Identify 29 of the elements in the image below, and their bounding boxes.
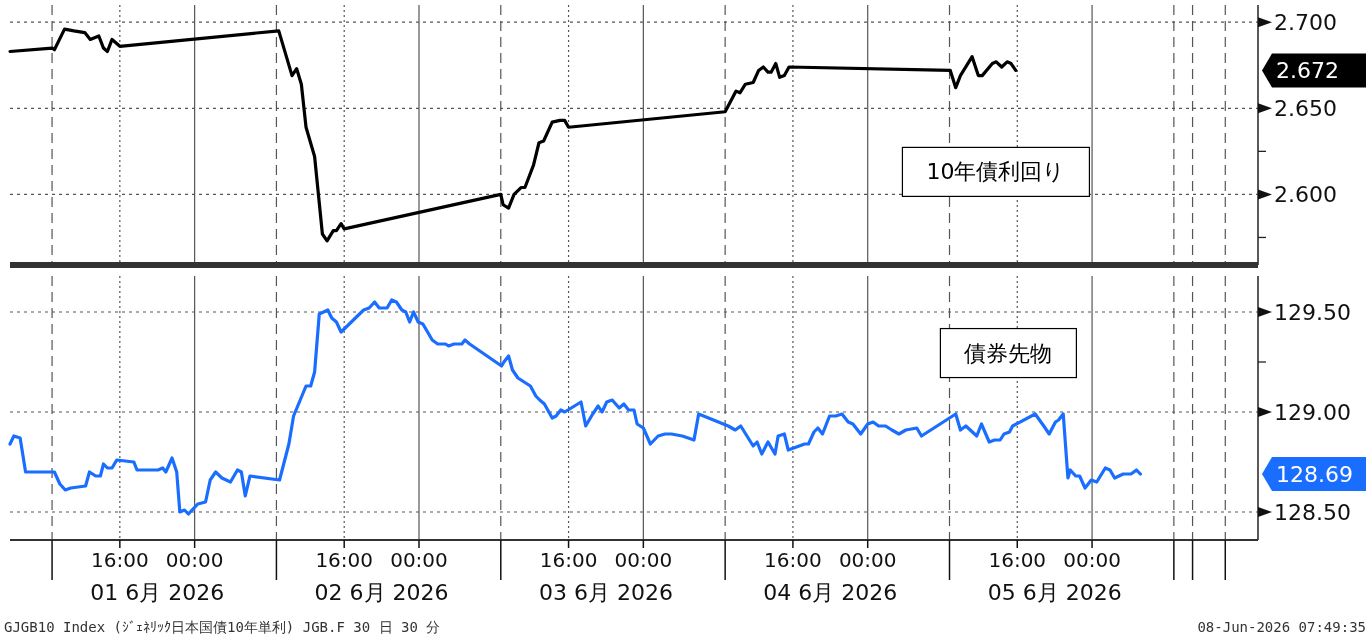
- y-tick-label: 128.50: [1274, 500, 1351, 525]
- x2-tick-label: 01 6月 2026: [90, 580, 225, 605]
- line-series: [8, 27, 1018, 243]
- x-tick-label: 00:00: [165, 548, 224, 572]
- x-tick-label: 00:00: [614, 548, 673, 572]
- line-series: [8, 298, 1142, 516]
- x2-tick-label: 02 6月 2026: [314, 580, 449, 605]
- text: 128.69: [1276, 462, 1353, 487]
- x2-tick-label: 05 6月 2026: [987, 580, 1122, 605]
- y-tick-label: 2.600: [1274, 182, 1337, 208]
- x-tick-label: 16:00: [764, 548, 822, 572]
- x2-tick-label: 03 6月 2026: [538, 580, 673, 605]
- x-tick-label: 16:00: [315, 548, 374, 572]
- text: 2.672: [1276, 58, 1339, 84]
- x-tick-label: 00:00: [390, 548, 448, 572]
- text: GJGB10 Index (ｼﾞｪﾈﾘｯｸ日本国債10年単利) JGB.F 30 日 30 分: [4, 619, 441, 635]
- y-tick-label: 129.00: [1274, 400, 1351, 425]
- text: 08-Jun-2026 07:49:35: [1197, 619, 1366, 635]
- x2-tick-label: 04 6月 2026: [763, 580, 898, 605]
- x-tick-label: 00:00: [1063, 548, 1121, 572]
- text: 10年債利回り: [926, 159, 1066, 185]
- y-tick-label: 2.700: [1274, 10, 1337, 36]
- x-tick-label: 16:00: [539, 548, 598, 572]
- text: 債券先物: [964, 340, 1053, 366]
- x-tick-label: 16:00: [988, 548, 1047, 572]
- x-tick-label: 16:00: [91, 548, 149, 572]
- y-tick-label: 2.650: [1274, 96, 1337, 122]
- x-tick-label: 00:00: [838, 548, 897, 572]
- y-tick-label: 129.50: [1274, 300, 1351, 325]
